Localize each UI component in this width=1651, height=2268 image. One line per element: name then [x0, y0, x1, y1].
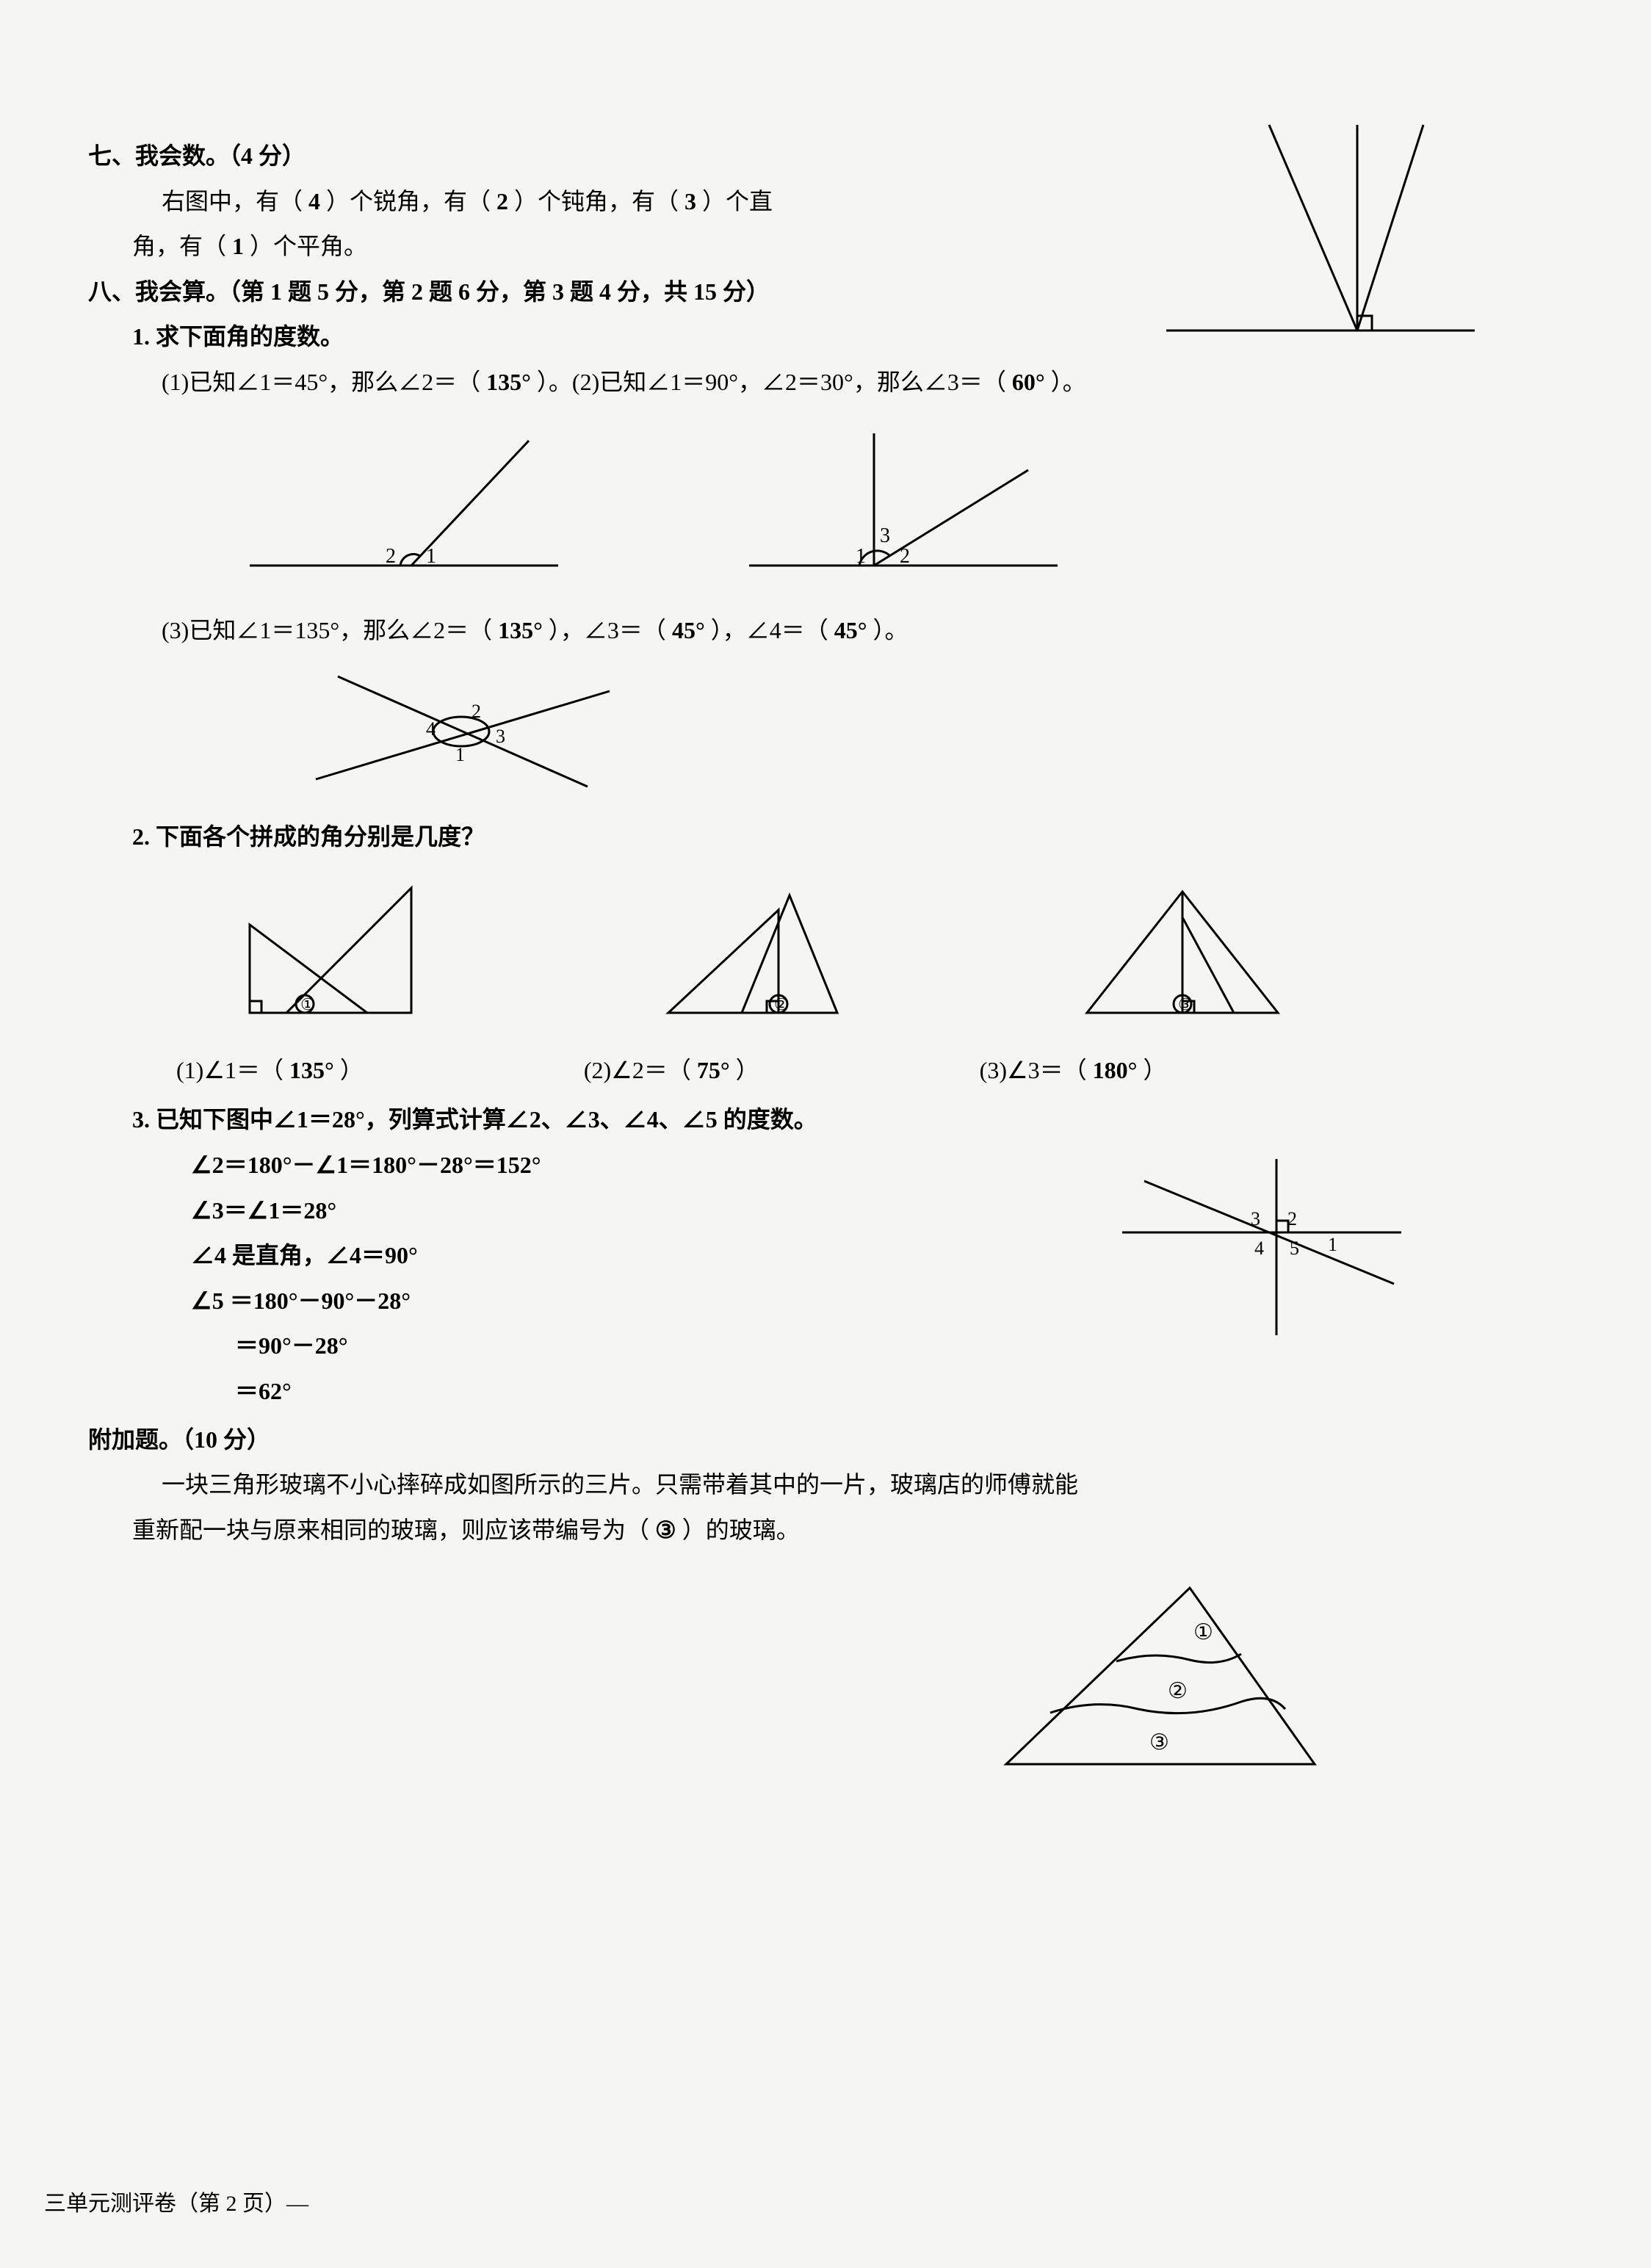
q7-ans4: 1 — [232, 233, 244, 259]
q8-2-diagram1: ① — [220, 881, 455, 1028]
bonus-header: 附加题。（10 分） — [88, 1426, 270, 1453]
q8-1-p1a: (1)已知∠1＝45°，那么∠2＝（ — [162, 369, 480, 395]
q8-1-diagram3: 1 2 3 4 — [294, 654, 1563, 801]
q7-ans2: 2 — [496, 188, 508, 214]
q8-1-p3d: ）。 — [873, 617, 908, 643]
svg-text:1: 1 — [1328, 1234, 1337, 1255]
q7-ans1: 4 — [308, 188, 320, 214]
svg-text:②: ② — [774, 995, 789, 1014]
svg-text:②: ② — [1168, 1679, 1188, 1703]
q8-2-a1a: (1)∠1＝（ — [176, 1057, 283, 1083]
q8-2-a2a: (2)∠2＝（ — [584, 1057, 691, 1083]
q8-2-a1b: ） — [340, 1057, 364, 1083]
bonus-line2b: ）的玻璃。 — [682, 1517, 800, 1543]
q8-1-p3b: ），∠3＝（ — [549, 617, 666, 643]
q8-1-p1b: ）。(2)已知∠1＝90°，∠2＝30°，那么∠3＝（ — [537, 369, 1006, 395]
svg-text:③: ③ — [1149, 1730, 1169, 1755]
q8-1-p1c: ）。 — [1051, 369, 1086, 395]
q8-2-a3b: ） — [1143, 1057, 1166, 1083]
q8-2-title: 2. 下面各个拼成的角分别是几度？ — [132, 823, 485, 850]
q8-header: 八、我会算。（第 1 题 5 分，第 2 题 6 分，第 3 题 4 分，共 1… — [88, 278, 770, 305]
page-footer: 三单元测评卷（第 2 页）— — [44, 2184, 308, 2224]
svg-text:①: ① — [1193, 1620, 1213, 1644]
svg-text:2: 2 — [472, 701, 481, 722]
bonus-diagram: ① ② ③ — [969, 1566, 1563, 1786]
q8-1-p3ans2: 45° — [672, 617, 705, 643]
svg-text:5: 5 — [1290, 1238, 1299, 1259]
q8-1-p1ans2: 60° — [1012, 369, 1045, 395]
q8-1-p1ans: 135° — [486, 369, 531, 395]
svg-text:4: 4 — [1254, 1238, 1264, 1259]
q8-2-a1ans: 135° — [289, 1057, 334, 1083]
svg-text:3: 3 — [1251, 1208, 1260, 1229]
q8-1-p3c: ），∠4＝（ — [711, 617, 828, 643]
q8-1-diagram1: 1 2 — [220, 426, 573, 588]
svg-text:3: 3 — [496, 726, 505, 747]
svg-text:1: 1 — [426, 545, 436, 568]
q7-text-2b: ）个平角。 — [250, 233, 367, 259]
q8-2-a2b: ） — [736, 1057, 759, 1083]
q8-1-title: 1. 求下面角的度数。 — [132, 323, 344, 350]
q7-text-1a: 右图中，有（ — [162, 188, 303, 214]
q7-text-2a: 角，有（ — [132, 233, 226, 259]
q8-1-diagram2: 1 2 3 — [720, 426, 1072, 588]
q7-text-1b: ）个锐角，有（ — [326, 188, 491, 214]
q8-1-p3ans1: 135° — [498, 617, 543, 643]
q8-3-title: 3. 已知下图中∠1＝28°，列算式计算∠2、∠3、∠4、∠5 的度数。 — [132, 1106, 817, 1133]
q8-2-a3a: (3)∠3＝（ — [980, 1057, 1087, 1083]
q7-diagram — [1166, 118, 1475, 367]
q7-header: 七、我会数。（4 分） — [88, 142, 306, 169]
svg-text:4: 4 — [426, 718, 436, 740]
q8-3-l6: ＝62° — [88, 1370, 1563, 1413]
q7-text-1c: ）个钝角，有（ — [514, 188, 679, 214]
svg-text:2: 2 — [1287, 1208, 1297, 1229]
q7-ans3: 3 — [684, 188, 696, 214]
q8-3-diagram: 1 2 3 4 5 — [1108, 1152, 1416, 1343]
q8-2-a3ans: 180° — [1093, 1057, 1138, 1083]
svg-text:1: 1 — [856, 545, 866, 568]
svg-text:1: 1 — [455, 744, 465, 765]
svg-text:2: 2 — [386, 545, 396, 568]
q8-2-diagram3: ③ — [1072, 881, 1307, 1028]
q8-2-a2ans: 75° — [697, 1057, 730, 1083]
svg-text:①: ① — [300, 995, 315, 1014]
bonus-ans: ③ — [655, 1517, 676, 1543]
svg-text:③: ③ — [1178, 995, 1193, 1014]
bonus-line2a: 重新配一块与原来相同的玻璃，则应该带编号为（ — [132, 1517, 649, 1543]
q7-text-1d: ）个直 — [702, 188, 773, 214]
svg-text:3: 3 — [880, 524, 890, 547]
q8-2-diagram2: ② — [646, 881, 881, 1028]
q8-1-p3a: (3)已知∠1＝135°，那么∠2＝（ — [162, 617, 492, 643]
bonus-line1: 一块三角形玻璃不小心摔碎成如图所示的三片。只需带着其中的一片，玻璃店的师傅就能 — [88, 1464, 1563, 1506]
svg-text:2: 2 — [900, 545, 910, 568]
q8-1-p3ans3: 45° — [834, 617, 867, 643]
